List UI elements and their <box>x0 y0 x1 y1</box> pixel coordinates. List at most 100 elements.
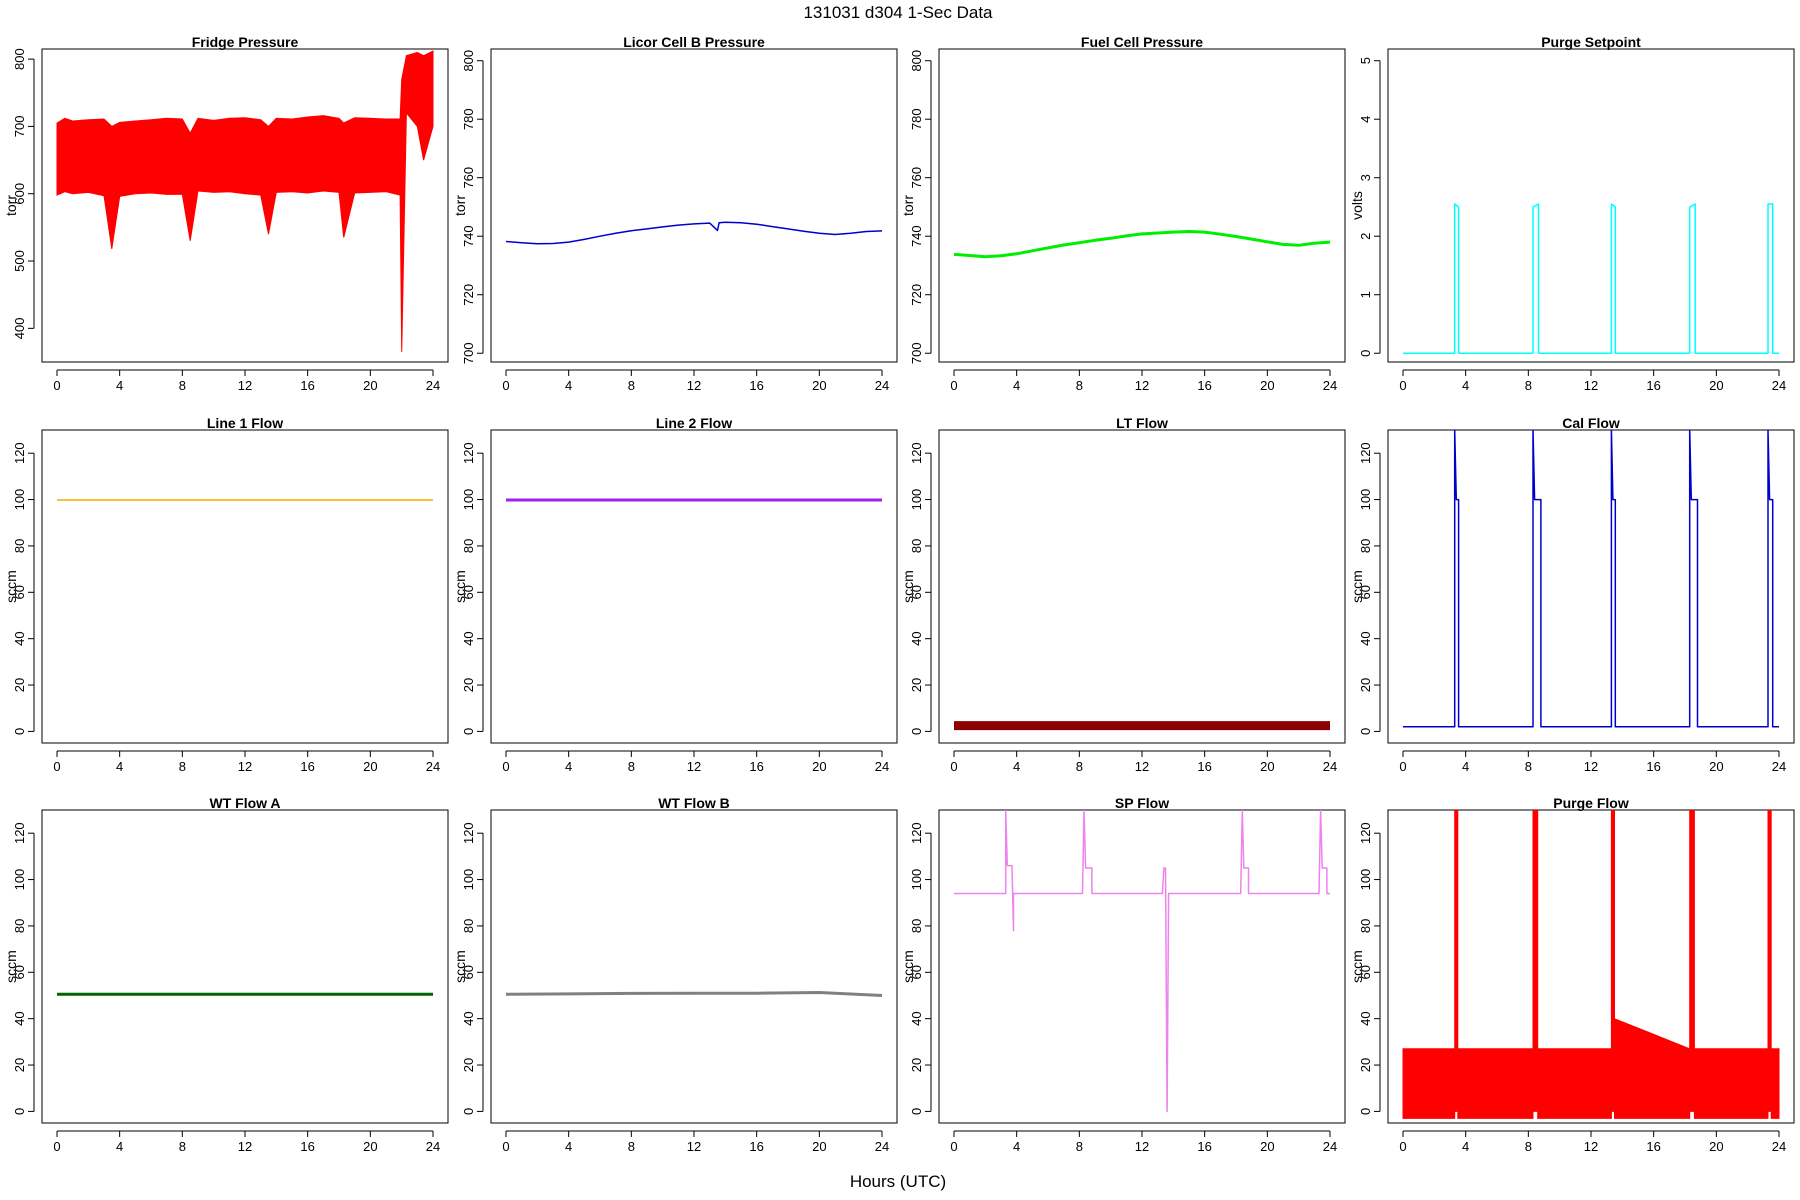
x-tick-label: 24 <box>875 378 889 393</box>
plot-area <box>953 230 1331 259</box>
x-tick-label: 12 <box>1584 1139 1598 1154</box>
y-tick-label: 120 <box>12 442 27 464</box>
panel-title: Cal Flow <box>1562 415 1620 431</box>
y-tick-label: 60 <box>1358 585 1373 599</box>
x-tick-label: 8 <box>1525 759 1532 774</box>
plot-frame <box>41 48 449 363</box>
panel-title: Line 2 Flow <box>656 415 732 431</box>
y-tick-label: 120 <box>1358 442 1373 464</box>
y-tick-label: 720 <box>461 284 476 306</box>
y-tick-label: 0 <box>12 1108 27 1115</box>
y-tick-label: 80 <box>461 919 476 933</box>
chart-panel-1: Licor Cell B Pressure torr 0 4 8 12 16 20 24 700 7… <box>452 34 898 393</box>
y-tick-label: 760 <box>909 167 924 189</box>
x-tick-label: 16 <box>300 759 314 774</box>
series-line <box>505 221 883 245</box>
series-line <box>1403 430 1779 728</box>
plot-frame <box>938 429 1346 744</box>
y-tick-label: 0 <box>1358 1108 1373 1115</box>
x-tick-label: 8 <box>179 378 186 393</box>
y-tick-label: 40 <box>909 1011 924 1025</box>
y-tick-label: 700 <box>12 116 27 138</box>
y-tick-label: 400 <box>12 317 27 339</box>
x-tick-label: 4 <box>116 1139 123 1154</box>
x-tick-label: 4 <box>1462 378 1469 393</box>
chart-panel-10: SP Flow sccm 0 4 8 12 16 20 24 0 20 40 60 80 100 120 <box>900 795 1346 1154</box>
y-tick-label: 80 <box>1358 919 1373 933</box>
plot-area <box>1403 430 1779 728</box>
chart-panel-11: Purge Flow sccm 0 4 8 12 16 20 24 0 20 40 60 80 100 120 <box>1349 795 1795 1154</box>
y-tick-label: 780 <box>461 108 476 130</box>
x-tick-label: 8 <box>1525 378 1532 393</box>
x-tick-label: 0 <box>950 378 957 393</box>
y-tick-label: 80 <box>12 919 27 933</box>
y-axis-label: torr <box>900 195 916 216</box>
x-tick-label: 0 <box>53 759 60 774</box>
chart-panel-0: Fridge Pressure torr 0 4 8 12 16 20 24 400 500 600 7… <box>3 34 449 393</box>
y-tick-label: 740 <box>461 225 476 247</box>
y-axis-label: sccm <box>900 950 916 983</box>
x-tick-label: 0 <box>950 759 957 774</box>
figure-x-axis-label: Hours (UTC) <box>850 1172 946 1191</box>
x-tick-label: 8 <box>1076 378 1083 393</box>
x-tick-label: 4 <box>1462 1139 1469 1154</box>
series-line <box>954 810 1330 1113</box>
x-tick-label: 16 <box>300 378 314 393</box>
y-tick-label: 20 <box>909 1058 924 1072</box>
y-tick-label: 100 <box>12 489 27 511</box>
plot-frame <box>490 429 898 744</box>
x-tick-label: 24 <box>1323 759 1337 774</box>
y-tick-label: 120 <box>1358 822 1373 844</box>
y-tick-label: 500 <box>12 250 27 272</box>
x-tick-label: 12 <box>238 378 252 393</box>
y-tick-label: 120 <box>461 442 476 464</box>
x-tick-label: 20 <box>812 1139 826 1154</box>
x-tick-label: 16 <box>1197 378 1211 393</box>
x-tick-label: 4 <box>1013 1139 1020 1154</box>
y-axis-label: torr <box>3 195 19 216</box>
y-tick-label: 40 <box>12 1011 27 1025</box>
y-tick-label: 5 <box>1358 57 1373 64</box>
y-tick-label: 20 <box>1358 678 1373 692</box>
x-tick-label: 0 <box>1399 378 1406 393</box>
x-tick-label: 4 <box>565 1139 572 1154</box>
y-tick-label: 40 <box>461 631 476 645</box>
panel-title: LT Flow <box>1116 415 1168 431</box>
y-tick-label: 0 <box>12 728 27 735</box>
y-axis-label: sccm <box>1349 950 1365 983</box>
y-axis-label: sccm <box>3 950 19 983</box>
y-tick-label: 780 <box>909 108 924 130</box>
y-tick-label: 40 <box>1358 1011 1373 1025</box>
x-tick-label: 20 <box>812 759 826 774</box>
x-tick-label: 20 <box>1260 1139 1274 1154</box>
y-tick-label: 0 <box>909 728 924 735</box>
y-tick-label: 100 <box>461 489 476 511</box>
x-tick-label: 0 <box>1399 759 1406 774</box>
x-tick-label: 24 <box>875 1139 889 1154</box>
x-tick-label: 0 <box>53 1139 60 1154</box>
plot-area <box>1402 810 1780 1119</box>
y-tick-label: 800 <box>461 50 476 72</box>
plot-area <box>505 991 883 997</box>
series-line <box>953 230 1331 259</box>
x-tick-label: 4 <box>116 759 123 774</box>
panel-title: Purge Setpoint <box>1541 34 1641 50</box>
x-tick-label: 12 <box>1135 759 1149 774</box>
y-tick-label: 60 <box>12 965 27 979</box>
panel-title: WT Flow B <box>658 795 730 811</box>
x-tick-label: 8 <box>1076 1139 1083 1154</box>
x-tick-label: 20 <box>812 378 826 393</box>
y-tick-label: 60 <box>461 585 476 599</box>
panel-title: Fuel Cell Pressure <box>1081 34 1203 50</box>
x-tick-label: 4 <box>565 378 572 393</box>
x-tick-label: 24 <box>1323 1139 1337 1154</box>
x-tick-label: 4 <box>565 759 572 774</box>
chart-panel-6: LT Flow sccm 0 4 8 12 16 20 24 0 20 40 60 80 100 120 <box>900 415 1346 774</box>
plot-frame <box>41 809 449 1124</box>
x-tick-label: 24 <box>1772 759 1786 774</box>
x-tick-label: 20 <box>1709 1139 1723 1154</box>
chart-panel-9: WT Flow B sccm 0 4 8 12 16 20 24 0 20 40 60 80 100 120 <box>452 795 898 1154</box>
plot-area <box>954 810 1330 1113</box>
x-tick-label: 20 <box>1260 378 1274 393</box>
